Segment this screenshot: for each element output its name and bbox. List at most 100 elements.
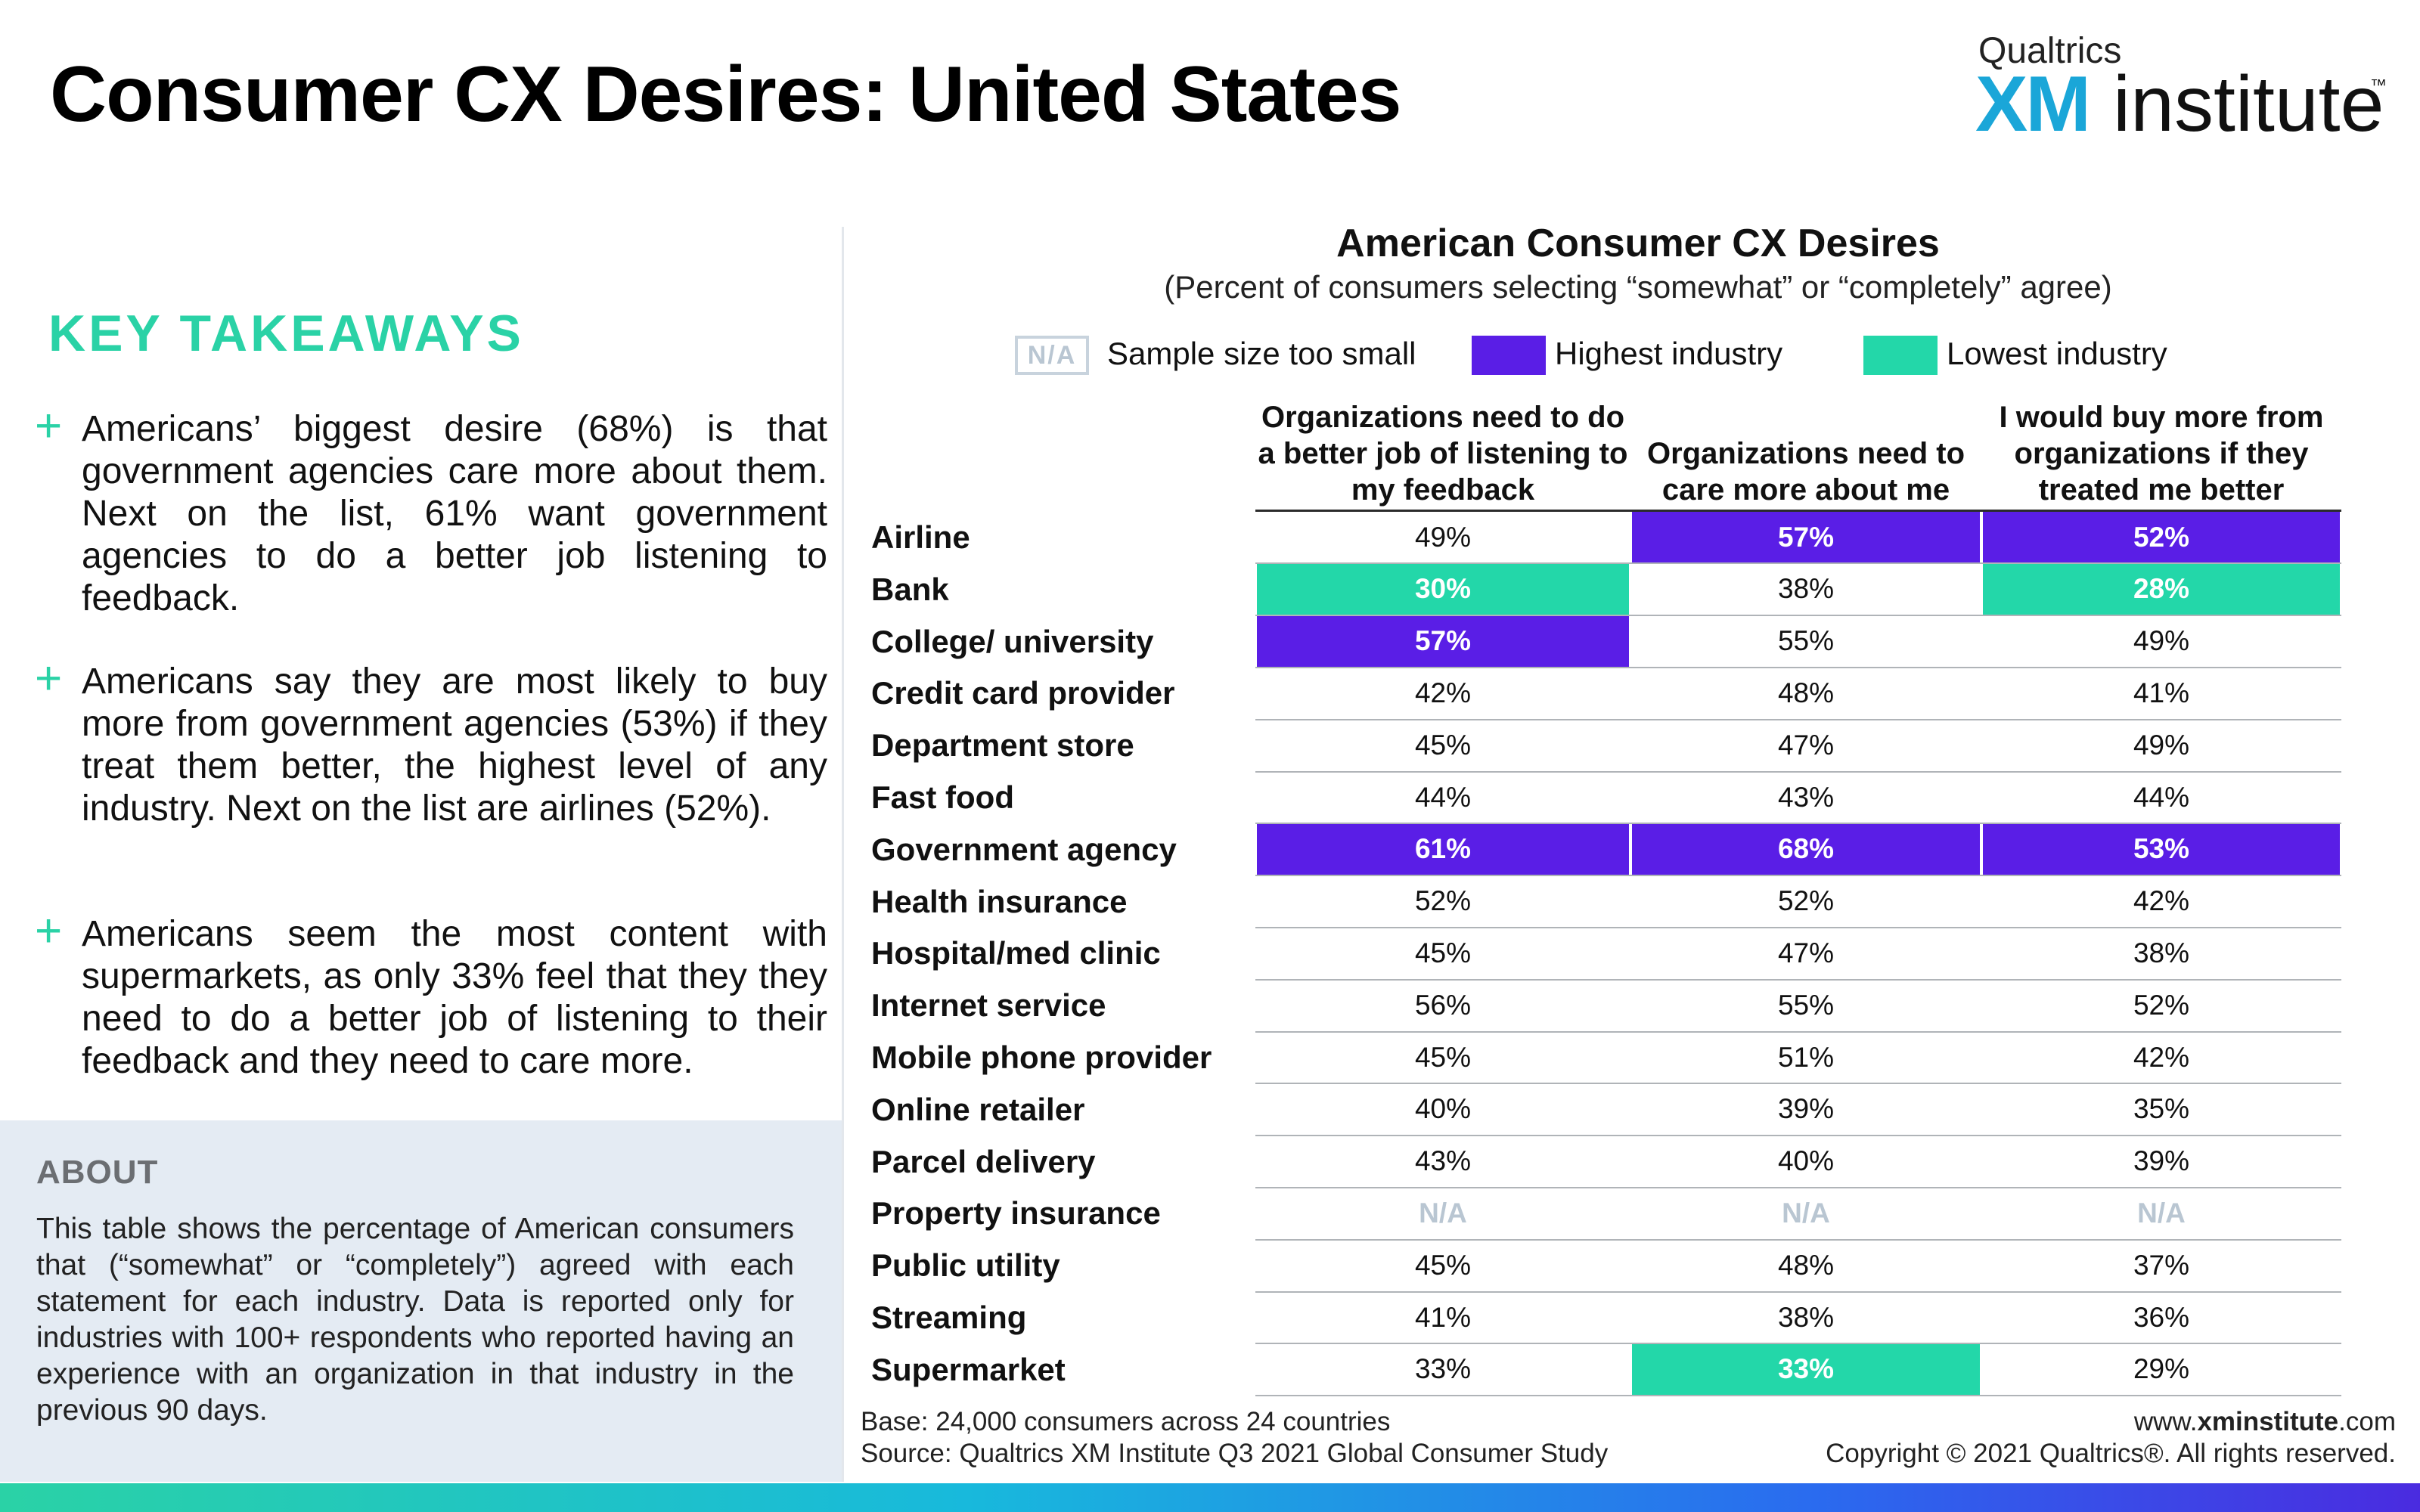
table-cell: 40% [1777, 1145, 1835, 1177]
table-cell: 42% [2133, 885, 2190, 917]
row-label: Parcel delivery [871, 1143, 1096, 1179]
chart-title: American Consumer CX Desires [1336, 222, 1940, 265]
table-cell: 38% [2133, 937, 2190, 968]
footer-source-block: Base: 24,000 consumers across 24 countri… [861, 1406, 1608, 1470]
footer-url-prefix: www. [2133, 1407, 2198, 1436]
table-cell: 57% [1632, 512, 1980, 562]
table-cell: 39% [1777, 1093, 1835, 1125]
table-cell: 49% [2133, 625, 2190, 657]
table-cell: 41% [2133, 677, 2190, 708]
footer-copyright: Copyright © 2021 Qualtrics®. All rights … [1826, 1439, 2396, 1468]
table-cell: 51% [1777, 1041, 1835, 1073]
column-divider [842, 227, 844, 1482]
row-rule [1255, 823, 2341, 825]
key-takeaways-heading: KEY TAKEAWAYS [48, 305, 524, 362]
table-cell: 43% [1414, 1145, 1472, 1177]
row-label: Mobile phone provider [871, 1040, 1212, 1075]
row-label: Credit card provider [871, 675, 1175, 711]
table-cell: 33% [1632, 1343, 1980, 1395]
table-cell: 55% [1777, 989, 1835, 1021]
row-rule [1255, 1238, 2341, 1241]
plus-icon: + [35, 400, 63, 452]
about-panel: ABOUT This table shows the percentage of… [0, 1120, 842, 1482]
table-cell: 49% [2133, 729, 2190, 761]
table-cell: 37% [2133, 1249, 2190, 1281]
row-rule [1255, 1030, 2341, 1033]
table-cell: 45% [1414, 1249, 1472, 1281]
row-rule [1255, 718, 2341, 720]
row-label: Supermarket [871, 1351, 1066, 1387]
table-cell: 35% [2133, 1093, 2190, 1125]
row-label: Internet service [871, 987, 1106, 1024]
column-header: I would buy more from organizations if t… [1999, 401, 2324, 507]
footer-right-block: www.xminstitute.com Copyright © 2021 Qua… [1826, 1406, 2396, 1470]
footer-source: Source: Qualtrics XM Institute Q3 2021 G… [861, 1439, 1609, 1468]
table-cell: 52% [1777, 885, 1835, 917]
legend-na-label: Sample size too small [1107, 336, 1416, 371]
table-cell: 42% [1414, 677, 1472, 708]
table-cell: N/A [2137, 1197, 2186, 1228]
table-cell: 53% [1983, 823, 2340, 875]
table-cell: 39% [2133, 1145, 2190, 1177]
table-cell: 28% [1983, 563, 2340, 615]
row-rule [1255, 1135, 2341, 1137]
row-rule [1255, 1083, 2341, 1085]
table-cell: 57% [1257, 615, 1629, 667]
row-label: Public utility [871, 1247, 1060, 1284]
table-cell: 42% [2133, 1041, 2190, 1073]
row-rule [1255, 926, 2341, 928]
table-cell: 47% [1777, 937, 1835, 968]
table-cell: N/A [1782, 1197, 1830, 1228]
row-rule [1255, 1395, 2341, 1397]
row-rule [1255, 1186, 2341, 1188]
about-text: This table shows the percentage of Ameri… [36, 1213, 794, 1427]
about-heading: ABOUT [36, 1154, 159, 1191]
table-cell: 45% [1414, 937, 1472, 968]
logo-institute-text: institute [2113, 60, 2384, 148]
row-label: Property insurance [871, 1195, 1161, 1232]
row-rule [1255, 1343, 2341, 1345]
row-label: Fast food [871, 779, 1014, 815]
legend-highest-label: Highest industry [1555, 336, 1783, 371]
table-cell: 44% [2133, 781, 2190, 813]
table-cell: 52% [1414, 885, 1472, 917]
table-cell: 43% [1777, 781, 1835, 813]
table-cell: N/A [1419, 1197, 1467, 1228]
row-label: Government agency [871, 831, 1177, 867]
footer-url-suffix: .com [2338, 1407, 2396, 1436]
footer-url-bold: xminstitute [2197, 1407, 2339, 1436]
table-cell: 44% [1414, 781, 1472, 813]
table-cell: 30% [1257, 563, 1629, 615]
table-cell: 38% [1777, 1301, 1835, 1333]
footer-url[interactable]: www.xminstitute.com [1826, 1406, 2396, 1438]
plus-icon: + [35, 652, 63, 705]
xm-institute-logo: Qualtrics XM institute ™ [1975, 30, 2399, 144]
plus-icon: + [35, 905, 63, 957]
legend-lowest-label: Lowest industry [1947, 336, 2167, 371]
table-cell: 52% [2133, 989, 2190, 1021]
table-cell: 68% [1632, 823, 1980, 875]
table-cell: 41% [1414, 1301, 1472, 1333]
table-cell: 33% [1414, 1353, 1472, 1385]
page-title: Consumer CX Desires: United States [50, 51, 1402, 138]
table-cell: 61% [1257, 823, 1629, 875]
logo-trademark: ™ [2370, 76, 2387, 94]
row-label: Hospital/med clinic [871, 935, 1161, 971]
table-cell: 55% [1777, 625, 1835, 657]
footer-base: Base: 24,000 consumers across 24 countri… [861, 1407, 1391, 1436]
legend-lowest: Lowest industry [1863, 333, 2196, 375]
legend-highest-swatch [1472, 336, 1546, 375]
row-label: Airline [871, 519, 970, 555]
legend-lowest-swatch [1863, 336, 1938, 375]
legend-highest: Highest industry [1472, 333, 1804, 375]
table-cell: 36% [2133, 1301, 2190, 1333]
row-rule [1255, 978, 2341, 981]
column-header: Organizations need to care more about me [1646, 437, 1965, 507]
row-rule [1255, 562, 2341, 565]
row-label: Online retailer [871, 1091, 1085, 1127]
row-label: Streaming [871, 1300, 1027, 1335]
table-cell: 45% [1414, 729, 1472, 761]
table-cell: 47% [1777, 729, 1835, 761]
logo-xm-text: XM [1975, 60, 2091, 148]
chart-subtitle: (Percent of consumers selecting “somewha… [1164, 269, 2112, 305]
